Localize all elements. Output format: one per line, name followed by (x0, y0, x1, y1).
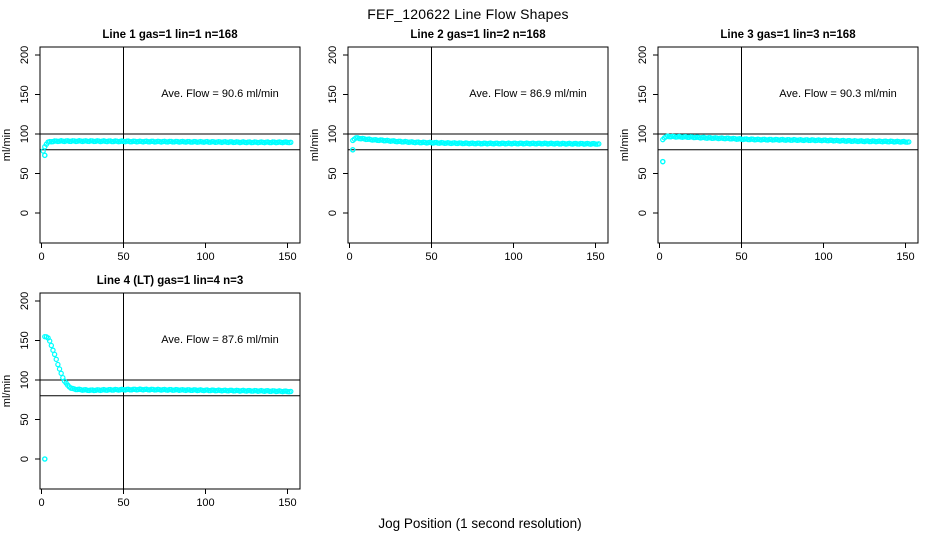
y-tick-label: 150 (327, 85, 339, 103)
data-point (51, 351, 58, 358)
y-tick-label: 50 (19, 413, 31, 425)
data-points (40, 138, 294, 159)
panel-title: Line 3 gas=1 lin=3 n=168 (720, 29, 856, 41)
x-tick-label: 0 (346, 251, 352, 263)
data-point (50, 347, 56, 353)
panel-plot-svg: 0 50 100 150 0 50 100 150 200 ml/min Line 3 gas=1 … (619, 29, 919, 263)
y-tick-label: 150 (19, 85, 31, 103)
ave-flow-annotation: Ave. Flow = 87.6 ml/min (161, 334, 278, 346)
x-tick-label: 100 (814, 251, 832, 263)
x-axis-label: Jog Position (1 second resolution) (378, 516, 582, 531)
x-tick-label: 50 (735, 251, 747, 263)
y-axis-title: ml/min (1, 375, 13, 407)
panel-title: Line 4 (LT) gas=1 lin=4 n=3 (97, 275, 243, 287)
data-point (906, 139, 912, 145)
plot-border (347, 46, 609, 244)
data-point (288, 139, 294, 145)
y-tick-label: 50 (637, 167, 649, 179)
y-axis-title: ml/min (1, 129, 13, 161)
y-axis-ticks: 0 50 100 150 200 (637, 46, 658, 216)
plot-border (39, 292, 301, 490)
x-tick-label: 150 (896, 251, 914, 263)
y-tick-label: 50 (19, 167, 31, 179)
x-tick-label: 0 (38, 251, 44, 263)
plot-border (657, 46, 919, 244)
figure-title: FEF_120622 Line Flow Shapes (367, 6, 569, 22)
x-tick-label: 100 (196, 497, 214, 509)
data-point (56, 366, 63, 372)
data-point (46, 338, 53, 344)
data-point (288, 388, 294, 395)
y-tick-label: 0 (19, 210, 31, 216)
y-tick-label: 0 (637, 210, 649, 216)
ave-flow-annotation: Ave. Flow = 86.9 ml/min (469, 88, 586, 100)
panel-line-1: 0 50 100 150 0 50 100 150 200 ml/min Line 1 gas=1 … (1, 29, 301, 263)
outlier-point (349, 147, 356, 153)
x-axis-ticks: 0 50 100 150 (38, 489, 297, 509)
y-axis-title: ml/min (309, 129, 321, 161)
y-axis-ticks: 0 50 100 150 200 (19, 46, 40, 216)
x-tick-label: 50 (117, 497, 129, 509)
panel-line-3: 0 50 100 150 0 50 100 150 200 ml/min Line 3 gas=1 … (619, 29, 919, 263)
x-tick-label: 0 (38, 497, 44, 509)
panel-plot-svg: 0 50 100 150 0 50 100 150 200 ml/min Line 4 (LT) g… (1, 275, 301, 509)
x-axis-ticks: 0 50 100 150 (656, 243, 915, 263)
outlier-point (41, 152, 48, 159)
panel-title: Line 2 gas=1 lin=2 n=168 (410, 29, 546, 41)
y-tick-label: 200 (19, 46, 31, 64)
x-tick-label: 150 (586, 251, 604, 263)
y-tick-label: 100 (327, 125, 339, 143)
ave-flow-annotation: Ave. Flow = 90.3 ml/min (779, 88, 896, 100)
y-tick-label: 0 (19, 456, 31, 462)
ave-flow-annotation: Ave. Flow = 90.6 ml/min (161, 88, 278, 100)
data-point (53, 356, 59, 363)
outlier-point (41, 456, 48, 462)
plot-border (39, 46, 301, 244)
y-tick-label: 200 (327, 46, 339, 64)
panel-title: Line 1 gas=1 lin=1 n=168 (102, 29, 238, 41)
x-tick-label: 150 (278, 251, 296, 263)
data-points (41, 333, 294, 462)
data-point (58, 370, 64, 377)
y-axis-ticks: 0 50 100 150 200 (327, 46, 348, 216)
x-tick-label: 0 (656, 251, 662, 263)
y-tick-label: 100 (637, 125, 649, 143)
x-axis-ticks: 0 50 100 150 (38, 243, 297, 263)
data-point (55, 361, 61, 368)
y-axis-ticks: 0 50 100 150 200 (19, 292, 40, 462)
data-points (349, 135, 602, 153)
panel-plot-svg: 0 50 100 150 0 50 100 150 200 ml/min Line 2 gas=1 … (309, 29, 609, 263)
x-axis-ticks: 0 50 100 150 (346, 243, 605, 263)
data-point (596, 141, 602, 147)
y-tick-label: 200 (19, 292, 31, 310)
panel-plot-svg: 0 50 100 150 0 50 100 150 200 ml/min Line 1 gas=1 … (1, 29, 301, 263)
x-tick-label: 100 (196, 251, 214, 263)
panel-line-4: 0 50 100 150 0 50 100 150 200 ml/min Line 4 (LT) g… (1, 275, 301, 509)
data-point (48, 342, 55, 349)
data-points (659, 133, 912, 165)
x-tick-label: 50 (425, 251, 437, 263)
y-tick-label: 150 (19, 331, 31, 349)
y-tick-label: 150 (637, 85, 649, 103)
y-tick-label: 0 (327, 210, 339, 216)
y-axis-title: ml/min (619, 129, 631, 161)
y-tick-label: 200 (637, 46, 649, 64)
x-tick-label: 50 (117, 251, 129, 263)
y-tick-label: 50 (327, 167, 339, 179)
panel-line-2: 0 50 100 150 0 50 100 150 200 ml/min Line 2 gas=1 … (309, 29, 609, 263)
x-tick-label: 150 (278, 497, 296, 509)
outlier-point (659, 158, 666, 165)
x-tick-label: 100 (504, 251, 522, 263)
y-tick-label: 100 (19, 371, 31, 389)
y-tick-label: 100 (19, 125, 31, 143)
